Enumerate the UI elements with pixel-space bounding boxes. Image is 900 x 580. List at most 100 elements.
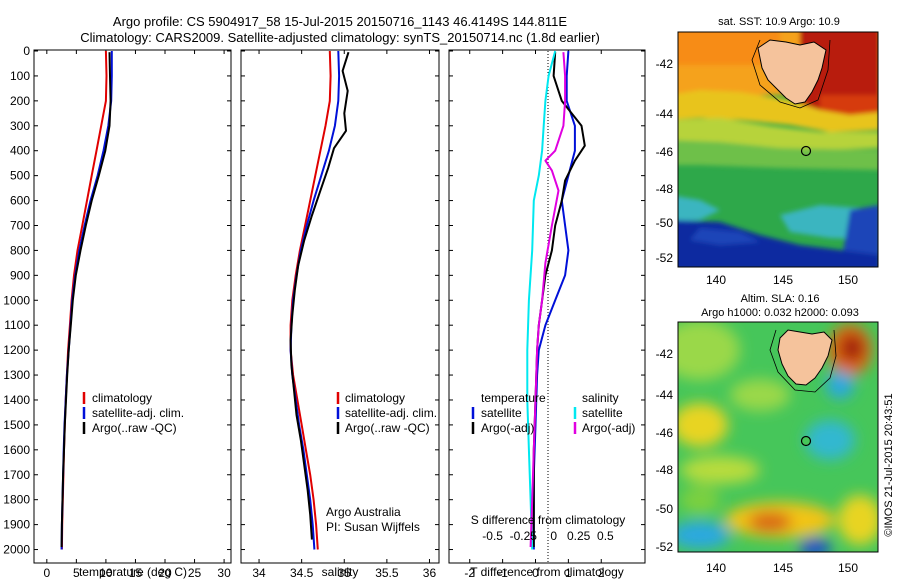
svg-text:145: 145 — [773, 561, 793, 575]
temperature-frame — [33, 49, 232, 564]
x-tick-label: 0 — [532, 566, 539, 580]
temperature-panel — [33, 49, 232, 564]
depth-tick-label: 500 — [10, 169, 30, 183]
title-line-1: Argo profile: CS 5904917_58 15-Jul-2015 … — [113, 14, 567, 29]
svg-text:-44: -44 — [656, 388, 674, 402]
legend-label-argo: Argo(..raw -QC) — [345, 421, 430, 435]
x-tick-label: 5 — [73, 566, 80, 580]
svg-text:-50: -50 — [656, 216, 674, 230]
depth-tick-label: 1400 — [3, 393, 30, 407]
depth-tick-label: 0 — [23, 44, 30, 58]
title-line-2: Climatology: CARS2009. Satellite-adjuste… — [80, 30, 600, 45]
series-line-s-satellite — [526, 50, 557, 550]
legend-label-t-satellite: satellite — [481, 406, 522, 420]
depth-tick-label: 300 — [10, 119, 30, 133]
svg-text:-44: -44 — [656, 107, 674, 121]
sla-map-title-2: Argo h1000: 0.032 h2000: 0.093 — [701, 307, 859, 319]
depth-tick-label: 1200 — [3, 343, 30, 357]
sla-map: Altim. SLA: 0.16 Argo h1000: 0.032 h2000… — [656, 293, 879, 575]
salinity-xlabel: salinity — [322, 565, 359, 579]
legend-label-satellite: satellite-adj. clim. — [92, 406, 184, 420]
series-line-satellite-adj-clim- — [60, 51, 113, 550]
temperature-xlabel: temperature (deg C) — [79, 565, 187, 579]
salinity-annotation: Argo Australia PI: Susan Wijffels — [326, 505, 420, 534]
legend-title-temperature: temperature — [481, 391, 546, 405]
tasmania-land — [757, 39, 827, 105]
svg-text:140: 140 — [706, 561, 726, 575]
svg-text:-50: -50 — [656, 502, 674, 516]
series-line-argo-raw-qc- — [60, 52, 112, 548]
legend-label-argo: Argo(..raw -QC) — [92, 421, 177, 435]
series-line-t-satellite — [532, 50, 576, 550]
x-tick-label: -1 — [497, 566, 508, 580]
depth-tick-label: 100 — [10, 69, 30, 83]
x-tick-label: 20 — [158, 566, 172, 580]
difference-panel — [448, 49, 646, 564]
depth-tick-label: 600 — [10, 194, 30, 208]
x-tick-label: 25 — [188, 566, 202, 580]
sst-map: sat. SST: 10.9 Argo: 10.9 — [656, 16, 879, 287]
legend-label-climatology: climatology — [345, 391, 405, 405]
legend-title-salinity: salinity — [582, 391, 619, 405]
depth-tick-label: 1500 — [3, 418, 30, 432]
series-line-climatology — [289, 50, 332, 550]
x-tick-label: 15 — [129, 566, 143, 580]
x-tick-label: 0 — [43, 566, 50, 580]
x-axis-ticks: 0 5 10 15 20 25 30 34 34.5 35 35.5 36 -2 -1 0 1 2 — [43, 566, 604, 580]
salinity-panel — [240, 49, 440, 564]
legend-label-t-argo: Argo(-adj) — [481, 421, 534, 435]
svg-text:-42: -42 — [656, 57, 674, 71]
sla-contour — [769, 329, 837, 393]
difference-legend: temperature salinity satellite Argo(-adj… — [471, 391, 635, 435]
sla-map-title-1: Altim. SLA: 0.16 — [741, 293, 820, 305]
svg-text:-52: -52 — [656, 540, 674, 554]
depth-tick-label: 1600 — [3, 443, 30, 457]
svg-text:-52: -52 — [656, 251, 674, 265]
x-tick-label: 35 — [338, 566, 352, 580]
sla-argo-marker — [800, 435, 812, 447]
depth-tick-label: 200 — [10, 94, 30, 108]
svg-text:-48: -48 — [656, 463, 674, 477]
depth-tick-label: 1000 — [3, 293, 30, 307]
x-tick-label: 34.5 — [290, 566, 314, 580]
depth-tick-label: 1700 — [3, 468, 30, 482]
sst-ticks: -42 -44 -46 -48 -50 -52 140 145 150 — [656, 57, 859, 287]
x-tick-label: 1 — [565, 566, 572, 580]
x-tick-label: 30 — [217, 566, 231, 580]
svg-text:150: 150 — [838, 561, 858, 575]
x-tick-label: 36 — [423, 566, 437, 580]
x-tick-label: 34 — [252, 566, 266, 580]
sst-contour — [751, 39, 831, 109]
series-line-s-argo-adj- — [529, 52, 567, 548]
tasmania-land — [777, 329, 833, 386]
depth-axis: 0 100 200 300 400 500 600 700 800 900 1000 1100 1200… — [3, 44, 30, 557]
svg-text:150: 150 — [838, 273, 858, 287]
legend-label-satellite: satellite-adj. clim. — [345, 406, 437, 420]
series-line-climatology — [60, 50, 108, 550]
depth-tick-label: 1800 — [3, 493, 30, 507]
x-tick-label: -2 — [464, 566, 475, 580]
svg-text:140: 140 — [706, 273, 726, 287]
s-difference-ticks: -0.5 -0.25 0 0.25 0.5 — [482, 529, 614, 543]
svg-text:-48: -48 — [656, 182, 674, 196]
legend-label-climatology: climatology — [92, 391, 152, 405]
legend-label-s-argo: Argo(-adj) — [582, 421, 635, 435]
temperature-legend: climatology satellite-adj. clim. Argo(..… — [82, 391, 184, 435]
difference-frame — [448, 49, 646, 564]
legend-label-s-satellite: satellite — [582, 406, 623, 420]
svg-text:-46: -46 — [656, 426, 674, 440]
depth-tick-label: 2000 — [3, 543, 30, 557]
annotation-line-1: Argo Australia — [326, 505, 401, 519]
depth-tick-label: 1900 — [3, 518, 30, 532]
depth-tick-label: 1300 — [3, 368, 30, 382]
sst-map-title: sat. SST: 10.9 Argo: 10.9 — [718, 16, 840, 28]
salinity-frame — [240, 49, 440, 564]
sst-argo-marker — [800, 145, 812, 157]
svg-text:145: 145 — [773, 273, 793, 287]
depth-tick-label: 900 — [10, 268, 30, 282]
x-tick-label: 2 — [598, 566, 605, 580]
depth-tick-label: 400 — [10, 144, 30, 158]
series-line-satellite-adj-clim- — [289, 50, 341, 550]
svg-text:-46: -46 — [656, 145, 674, 159]
